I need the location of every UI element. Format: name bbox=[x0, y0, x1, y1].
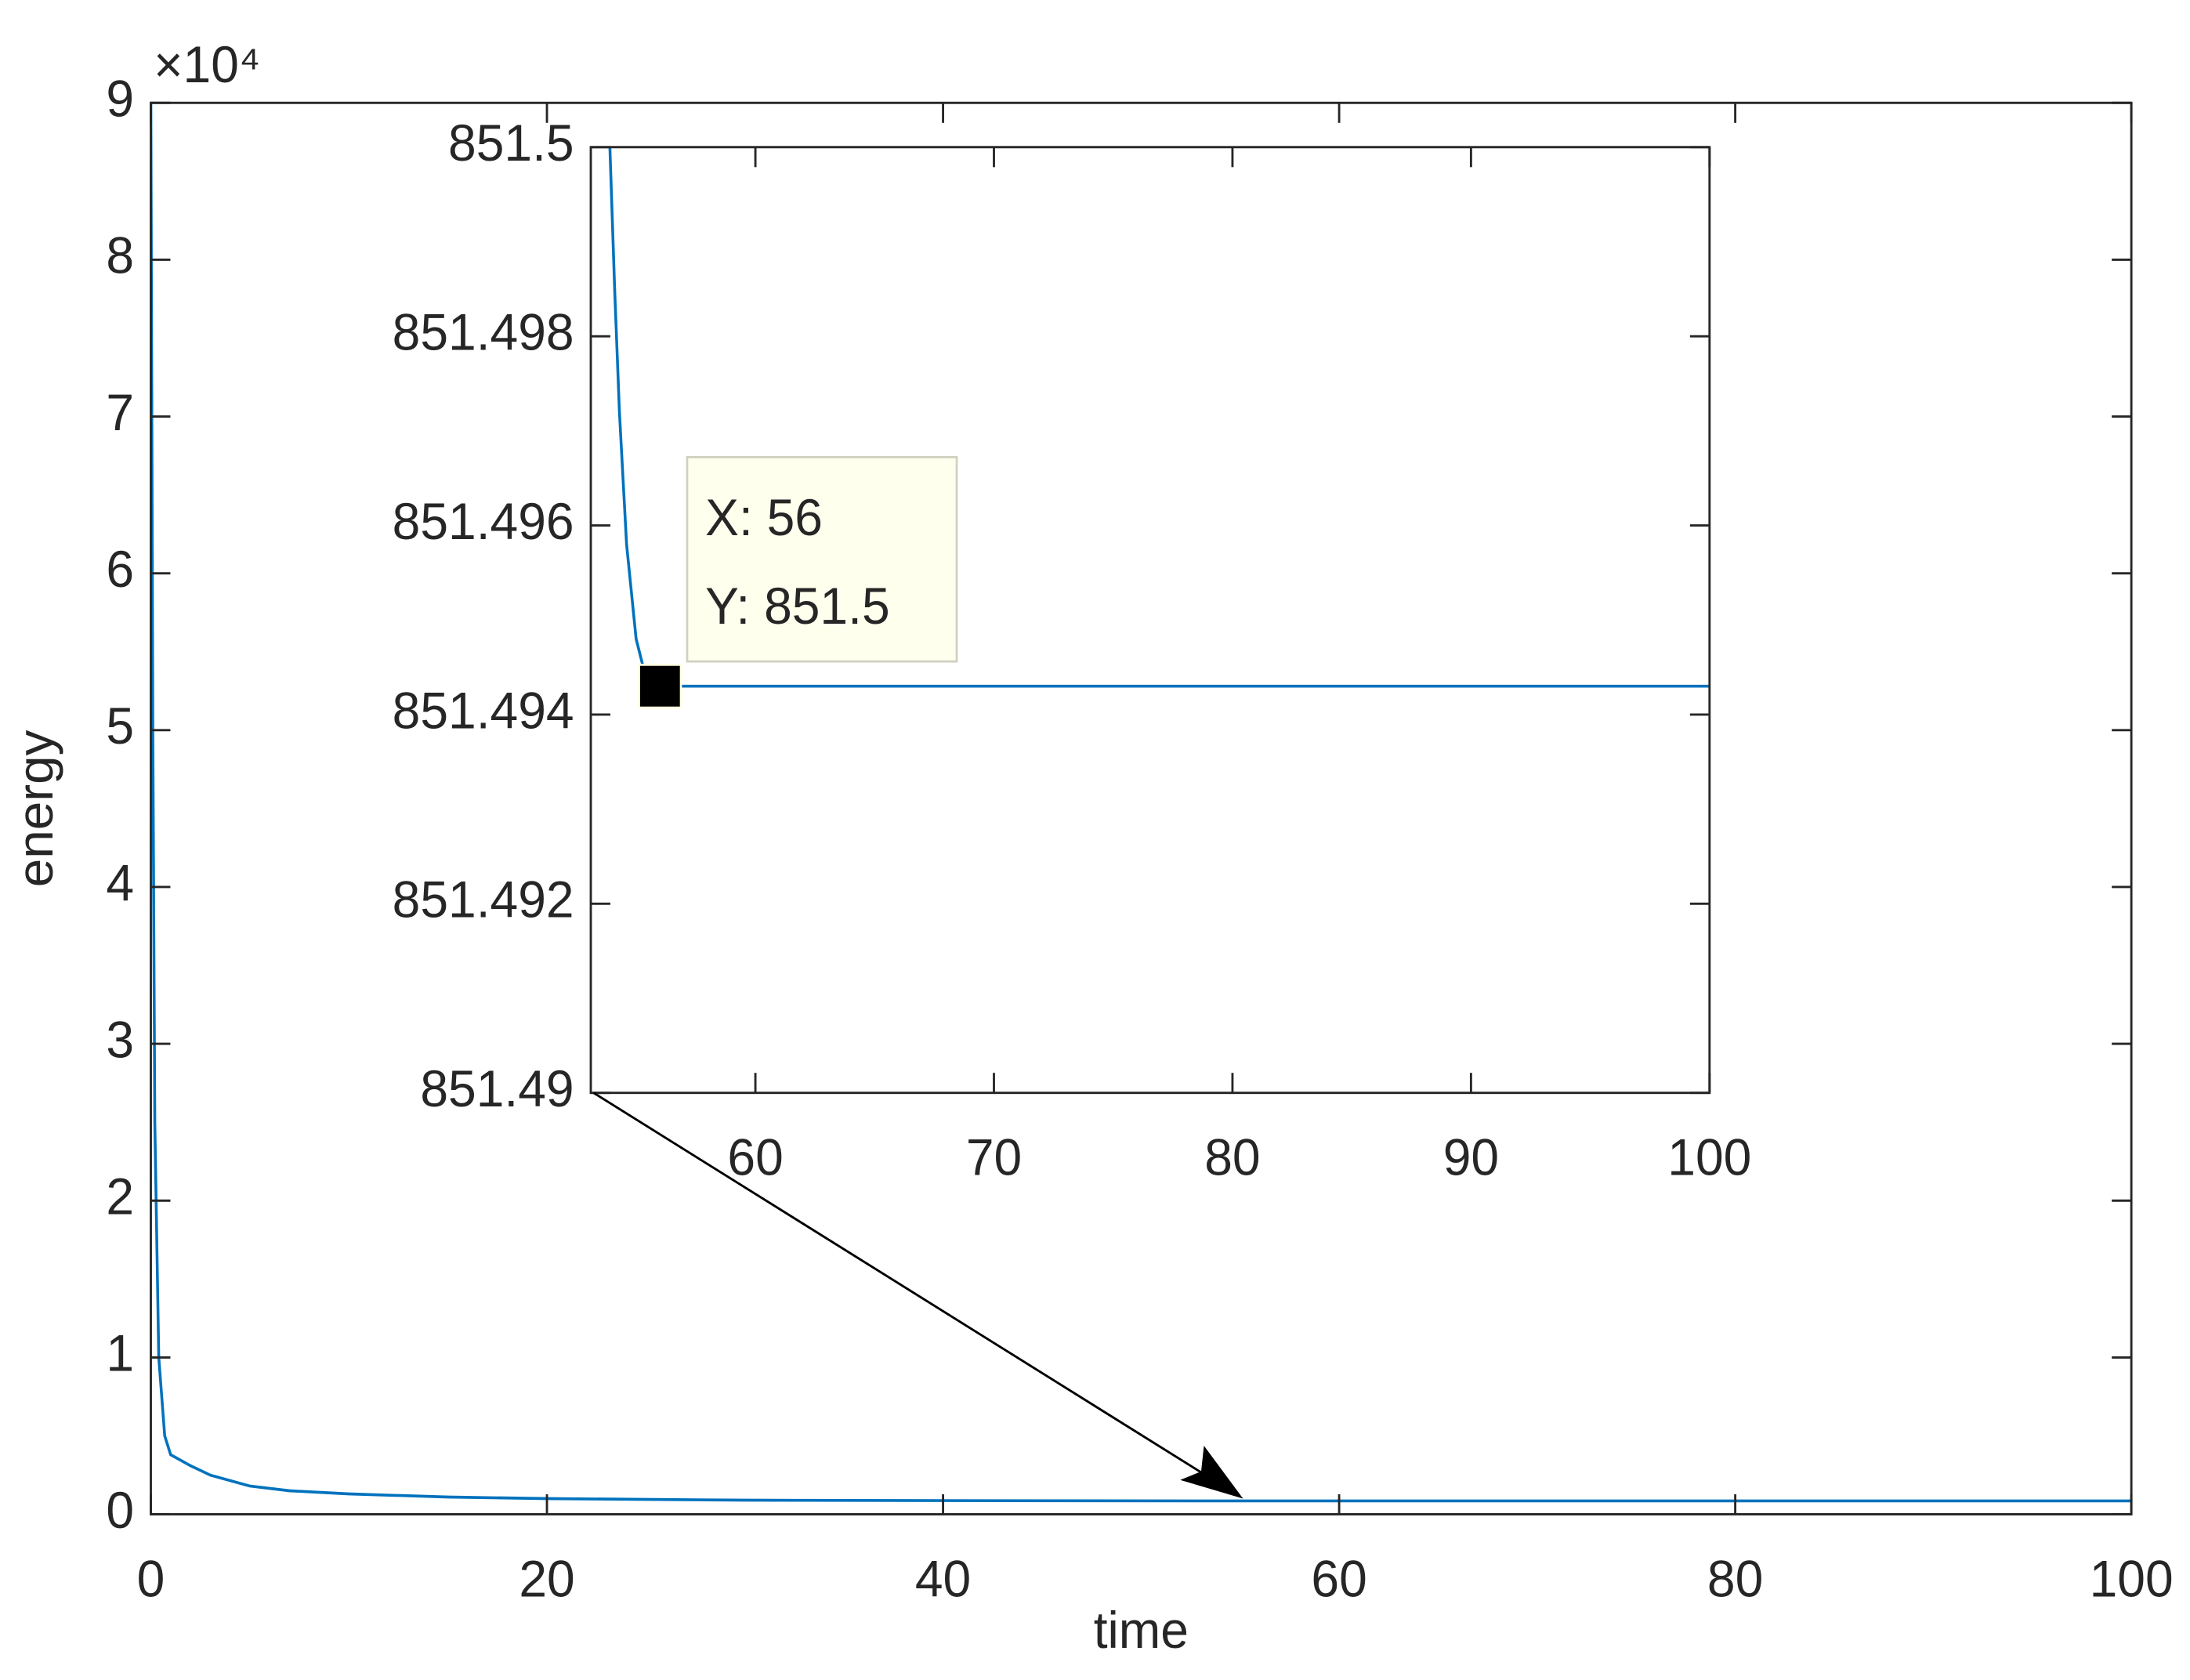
x-tick-label: 80 bbox=[1707, 1550, 1763, 1608]
x-tick-label: 80 bbox=[1204, 1128, 1260, 1186]
inset-axes: 60 70 80 90 100 851.49 851.492 851.494 851.496 85… bbox=[393, 114, 1752, 1186]
x-tick-label: 70 bbox=[966, 1128, 1022, 1186]
arrow-line bbox=[592, 1092, 1219, 1484]
y-tick-label: 851.498 bbox=[393, 303, 574, 361]
y-tick-label: 5 bbox=[106, 697, 134, 755]
x-tick-label: 40 bbox=[915, 1550, 971, 1608]
y-tick-label: 851.496 bbox=[393, 492, 574, 550]
datatip-box bbox=[686, 456, 958, 663]
x-axis-label: time bbox=[1094, 1601, 1189, 1659]
datatip-marker bbox=[638, 664, 682, 709]
y-tick-label: 851.49 bbox=[420, 1059, 574, 1117]
datatip-text: X: 56 bbox=[705, 488, 823, 546]
series bbox=[150, 103, 2132, 1503]
x-tick-label: 100 bbox=[2090, 1550, 2174, 1608]
y-tick-label: 851.5 bbox=[448, 114, 574, 172]
y-tick-label: 6 bbox=[106, 540, 134, 598]
x-tick-label: 0 bbox=[137, 1550, 165, 1608]
axes-box bbox=[150, 101, 2133, 1515]
x-tick-label: 100 bbox=[1667, 1128, 1751, 1186]
axis-multiplier: ×10⁴ bbox=[154, 35, 260, 93]
x-tick-label: 60 bbox=[727, 1128, 783, 1186]
x-tick-label: 20 bbox=[519, 1550, 574, 1608]
y-tick-label: 0 bbox=[106, 1481, 134, 1539]
y-tick-label: 851.492 bbox=[393, 871, 574, 929]
y-axis-label: energy bbox=[7, 730, 63, 887]
arrow-head bbox=[1180, 1446, 1243, 1499]
y-tick-label: 9 bbox=[106, 70, 134, 128]
x-tick-label: 90 bbox=[1443, 1128, 1499, 1186]
y-tick-label: 7 bbox=[106, 383, 134, 441]
y-tick-label: 2 bbox=[106, 1168, 134, 1226]
data-line bbox=[150, 103, 2132, 1503]
zoom-arrow bbox=[592, 1092, 1243, 1499]
y-tick-label: 8 bbox=[106, 226, 134, 284]
y-tick-label: 4 bbox=[106, 854, 134, 912]
axes-box bbox=[589, 146, 1711, 1095]
y-tick-label: 851.494 bbox=[393, 682, 574, 740]
y-tick-label: 1 bbox=[106, 1324, 134, 1382]
y-tick-label: 3 bbox=[106, 1011, 134, 1069]
x-tick-label: 60 bbox=[1311, 1550, 1366, 1608]
datatip-text: Y: 851.5 bbox=[705, 577, 889, 635]
